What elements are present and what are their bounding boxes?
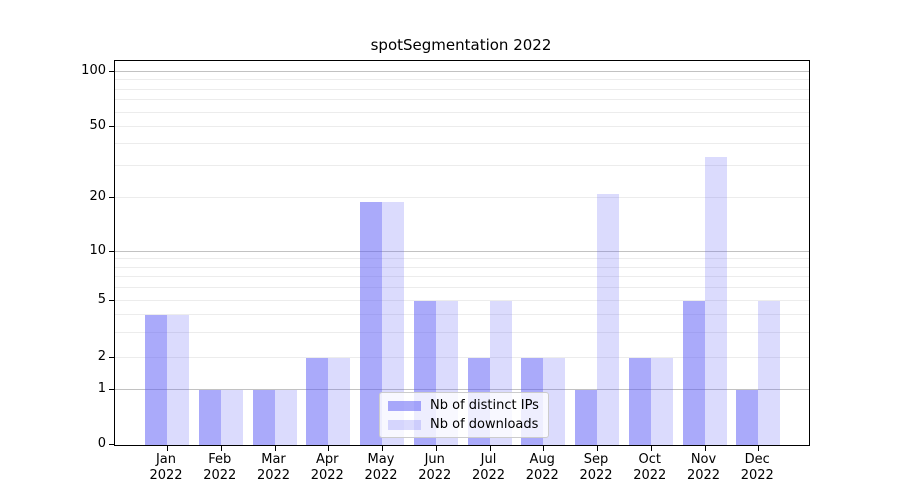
y-tick-mark bbox=[109, 71, 114, 72]
x-tick-mark bbox=[435, 446, 437, 451]
x-tick-label-jul: Jul 2022 bbox=[471, 452, 506, 483]
gridline-minor bbox=[115, 89, 809, 90]
bar-downloads-jan bbox=[167, 315, 189, 445]
x-tick-label-aug: Aug 2022 bbox=[525, 452, 559, 483]
gridline-minor bbox=[115, 165, 809, 166]
x-tick-label-dec: Dec 2022 bbox=[740, 452, 774, 483]
y-tick-label: 50 bbox=[89, 118, 106, 133]
x-tick-label-sep: Sep 2022 bbox=[579, 452, 613, 483]
bar-distinct-ips-feb bbox=[198, 390, 221, 445]
gridline-major bbox=[115, 251, 809, 252]
x-tick-label-feb: Feb 2022 bbox=[203, 452, 237, 483]
x-tick-label-oct: Oct 2022 bbox=[633, 452, 667, 483]
x-tick-label-jun: Jun 2022 bbox=[418, 452, 452, 483]
x-tick-mark bbox=[328, 446, 330, 451]
x-tick-mark bbox=[543, 446, 545, 451]
legend-label-downloads: Nb of downloads bbox=[430, 417, 539, 432]
x-tick-mark bbox=[650, 446, 652, 451]
bar-downloads-sep bbox=[597, 194, 619, 445]
bar-distinct-ips-dec bbox=[736, 390, 759, 445]
x-tick-mark bbox=[758, 446, 760, 451]
gridline-minor bbox=[115, 314, 809, 315]
chart-title: spotSegmentation 2022 bbox=[370, 36, 552, 54]
bar-downloads-apr bbox=[328, 358, 351, 445]
gridline-minor bbox=[115, 357, 809, 358]
bar-distinct-ips-jan bbox=[145, 315, 167, 445]
gridline-major bbox=[115, 389, 809, 390]
y-tick-label: 10 bbox=[89, 243, 106, 258]
gridline-major bbox=[115, 71, 809, 72]
legend-swatch-distinct-ips bbox=[388, 400, 421, 411]
gridline-minor bbox=[115, 79, 809, 80]
gridline-minor bbox=[115, 258, 809, 259]
gridline-minor bbox=[115, 143, 809, 144]
x-tick-label-nov: Nov 2022 bbox=[686, 452, 721, 483]
x-tick-mark bbox=[597, 446, 598, 451]
y-tick-label: 2 bbox=[97, 349, 106, 364]
x-tick-mark bbox=[382, 446, 383, 451]
gridline-minor bbox=[115, 287, 809, 288]
y-tick-label: 0 bbox=[97, 436, 106, 451]
y-tick-mark bbox=[109, 389, 114, 390]
y-tick-mark bbox=[109, 197, 114, 198]
bar-downloads-dec bbox=[758, 301, 781, 445]
gridline-minor bbox=[115, 197, 809, 198]
bar-distinct-ips-mar bbox=[252, 390, 275, 445]
y-tick-label: 5 bbox=[97, 292, 106, 307]
x-tick-label-apr: Apr 2022 bbox=[310, 452, 344, 483]
legend-entry-downloads: Nb of downloads bbox=[388, 417, 539, 432]
x-tick-mark bbox=[167, 446, 168, 451]
bar-distinct-ips-sep bbox=[575, 390, 597, 445]
y-tick-label: 1 bbox=[97, 381, 106, 396]
bar-distinct-ips-nov bbox=[682, 301, 705, 445]
bar-downloads-mar bbox=[274, 390, 297, 445]
gridline-minor bbox=[115, 267, 809, 268]
bar-downloads-feb bbox=[220, 390, 243, 445]
legend-label-distinct-ips: Nb of distinct IPs bbox=[430, 398, 539, 413]
gridline-minor bbox=[115, 99, 809, 100]
x-tick-label-may: May 2022 bbox=[364, 452, 398, 483]
x-tick-label-mar: Mar 2022 bbox=[256, 452, 291, 483]
x-tick-mark bbox=[274, 446, 276, 451]
y-tick-label: 100 bbox=[81, 63, 106, 78]
gridline-minor bbox=[115, 126, 809, 127]
gridline-minor bbox=[115, 300, 809, 301]
y-tick-mark bbox=[109, 251, 114, 252]
x-tick-mark bbox=[489, 446, 491, 451]
bar-downloads-oct bbox=[650, 358, 673, 445]
gridline-minor bbox=[115, 112, 809, 113]
y-tick-mark bbox=[109, 444, 114, 445]
bar-distinct-ips-oct bbox=[628, 358, 651, 445]
bar-downloads-may bbox=[382, 202, 404, 445]
y-tick-mark bbox=[109, 300, 114, 301]
x-tick-mark bbox=[220, 446, 222, 451]
bar-downloads-nov bbox=[704, 157, 727, 445]
bar-distinct-ips-may bbox=[360, 202, 382, 445]
plot-area bbox=[109, 60, 810, 451]
x-tick-mark bbox=[704, 446, 706, 451]
gridline-minor bbox=[115, 332, 809, 333]
legend-swatch-downloads bbox=[388, 419, 421, 430]
x-tick-label-jan: Jan 2022 bbox=[149, 452, 183, 483]
y-tick-mark bbox=[109, 126, 114, 127]
legend: Nb of distinct IPs Nb of downloads bbox=[379, 392, 549, 438]
y-tick-label: 20 bbox=[89, 189, 106, 204]
legend-entry-distinct-ips: Nb of distinct IPs bbox=[388, 398, 539, 413]
gridline-minor bbox=[115, 276, 809, 277]
y-tick-mark bbox=[109, 357, 114, 358]
bar-distinct-ips-apr bbox=[306, 358, 329, 445]
